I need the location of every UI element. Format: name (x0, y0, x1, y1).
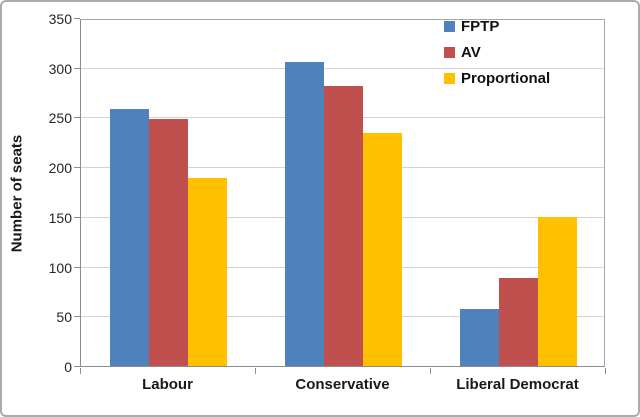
y-tick-label-100: 100 (48, 260, 72, 276)
bar-proportional-labour (188, 178, 227, 366)
bar-fptp-conservative (285, 62, 324, 366)
bar-proportional-conservative (363, 133, 402, 366)
y-axis-title-text: Number of seats (8, 134, 26, 252)
legend-item-proportional: Proportional (444, 70, 550, 87)
y-tick-label-0: 0 (64, 359, 72, 375)
legend-label-proportional: Proportional (461, 70, 551, 87)
x-tick-1 (255, 368, 256, 374)
bar-av-labour (149, 119, 188, 366)
x-tick-0 (80, 368, 81, 374)
y-tick-label-150: 150 (48, 210, 72, 226)
legend: FPTP AV Proportional (444, 18, 550, 87)
x-tick-3 (605, 368, 606, 374)
y-tick-label-50: 50 (56, 309, 72, 325)
y-tick-label-200: 200 (48, 160, 72, 176)
bar-fptp-liberal-democrat (460, 309, 499, 366)
y-tick-250 (74, 117, 80, 118)
y-tick-300 (74, 68, 80, 69)
y-tick-150 (74, 217, 80, 218)
bar-fptp-labour (110, 109, 149, 366)
bar-proportional-liberal-democrat (538, 217, 577, 366)
plot-area (80, 19, 605, 367)
legend-item-av: AV (444, 44, 550, 61)
y-tick-200 (74, 167, 80, 168)
y-tick-label-250: 250 (48, 110, 72, 126)
bar-av-conservative (324, 86, 363, 366)
bar-av-liberal-democrat (499, 278, 538, 366)
legend-swatch-av (444, 47, 455, 58)
y-tick-100 (74, 267, 80, 268)
y-tick-0 (74, 366, 80, 367)
y-axis-title: Number of seats (6, 19, 28, 367)
legend-swatch-fptp (444, 21, 455, 32)
x-category-label-labour: Labour (142, 376, 193, 393)
x-category-label-conservative: Conservative (295, 376, 390, 393)
legend-swatch-proportional (444, 73, 455, 84)
y-tick-label-300: 300 (48, 61, 72, 77)
legend-label-av: AV (461, 44, 481, 61)
y-tick-350 (74, 18, 80, 19)
gridline-300 (81, 68, 604, 69)
legend-label-fptp: FPTP (461, 18, 500, 35)
x-category-label-liberal-democrat: Liberal Democrat (456, 376, 579, 393)
y-tick-50 (74, 316, 80, 317)
legend-item-fptp: FPTP (444, 18, 550, 35)
y-tick-label-350: 350 (48, 11, 72, 27)
x-tick-2 (430, 368, 431, 374)
